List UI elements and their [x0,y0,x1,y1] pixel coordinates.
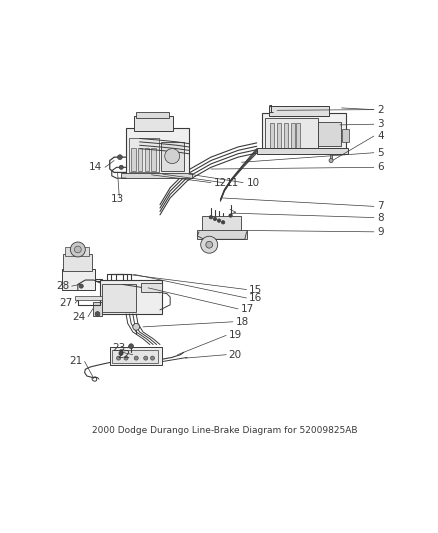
Text: 15: 15 [249,285,262,295]
Circle shape [117,356,120,360]
Bar [135,112,170,118]
Bar [102,284,136,312]
Bar [257,148,348,155]
Bar [141,282,162,292]
Text: 20: 20 [229,350,242,360]
Bar [265,118,318,149]
Bar [284,123,288,148]
Text: 12: 12 [214,177,227,188]
Circle shape [133,324,140,330]
Bar [126,128,189,176]
Circle shape [329,158,333,163]
Circle shape [129,344,134,349]
Text: 16: 16 [249,293,262,303]
Circle shape [151,356,155,360]
Circle shape [222,221,225,224]
Bar [197,230,247,239]
Bar [110,347,162,365]
Bar [113,350,158,362]
Text: 21: 21 [69,357,83,367]
Text: 3: 3 [377,119,384,129]
Bar [131,148,135,171]
Bar [330,154,332,160]
Text: 22: 22 [117,350,130,360]
Bar [93,302,102,316]
Circle shape [124,356,128,360]
Text: 4: 4 [377,131,384,141]
Bar [270,123,274,148]
Text: 1: 1 [268,104,275,115]
Circle shape [201,236,218,253]
Circle shape [79,284,83,288]
Bar [121,173,192,178]
Bar [202,215,241,232]
Circle shape [213,217,217,221]
Text: 18: 18 [235,317,249,327]
Bar [65,247,89,256]
Text: 8: 8 [377,213,384,223]
Bar [129,139,159,172]
Text: 7: 7 [377,201,384,212]
Circle shape [206,241,212,248]
Bar [61,269,95,289]
Text: 5: 5 [377,148,384,158]
Circle shape [74,246,81,253]
Bar [63,254,92,271]
Text: 19: 19 [229,330,242,341]
Text: 2000 Dodge Durango Line-Brake Diagram for 52009825AB: 2000 Dodge Durango Line-Brake Diagram fo… [92,426,357,435]
Bar [296,123,300,148]
Text: 17: 17 [241,304,254,314]
Bar [277,123,281,148]
Bar [342,129,349,142]
Text: 24: 24 [72,312,85,322]
Bar [99,280,162,314]
Bar [291,123,295,148]
Circle shape [95,312,100,317]
Circle shape [217,219,221,222]
Text: 23: 23 [112,343,125,353]
Bar [262,113,346,152]
Circle shape [144,356,148,360]
Circle shape [165,149,180,164]
Circle shape [119,351,123,356]
Bar [134,116,173,131]
Text: 2: 2 [377,104,384,115]
Text: 9: 9 [377,227,384,237]
Bar [161,142,184,171]
Bar [75,296,102,300]
Text: 28: 28 [56,281,69,291]
Text: 11: 11 [226,177,239,188]
Circle shape [117,155,122,159]
Circle shape [229,214,232,217]
Bar [120,349,122,352]
Circle shape [119,165,124,169]
Circle shape [71,242,85,257]
Circle shape [134,356,138,360]
Bar [318,122,341,146]
Circle shape [209,215,212,219]
Text: 6: 6 [377,163,384,172]
Text: 10: 10 [247,177,260,188]
Bar [145,148,149,171]
Text: 13: 13 [111,194,124,204]
Bar [138,148,142,171]
Bar [152,148,156,171]
Text: 14: 14 [89,163,102,172]
Text: 27: 27 [59,298,72,308]
Bar [269,106,328,116]
